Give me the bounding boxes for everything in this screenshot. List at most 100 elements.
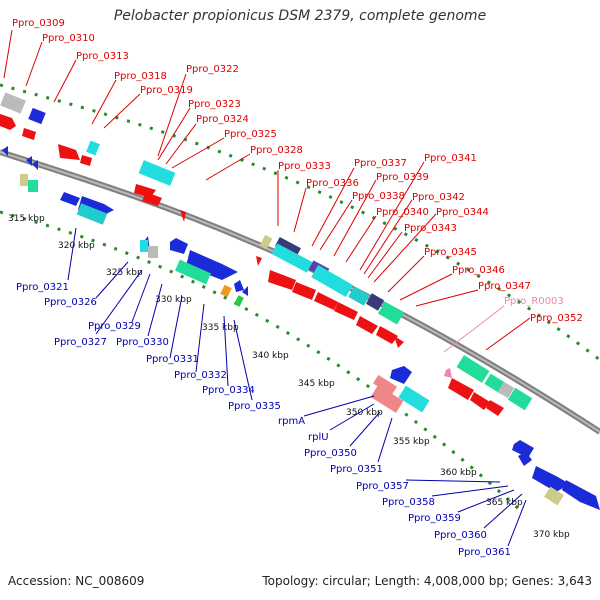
gene-label[interactable]: Ppro_0346 — [452, 265, 505, 276]
gene-feature — [390, 366, 412, 384]
gene-feature — [32, 160, 38, 170]
gene-label[interactable]: Ppro_0350 — [304, 448, 357, 459]
gene-label[interactable]: Ppro_0358 — [382, 497, 435, 508]
forward-gene-label-texts: Ppro_0309 Ppro_0310 Ppro_0313 Ppro_0318 … — [12, 18, 583, 324]
tick-label: 360 kbp — [440, 468, 477, 478]
outer-dotted-track — [0, 83, 600, 362]
gene-feature — [512, 440, 534, 458]
gene-label[interactable]: Ppro_0329 — [88, 321, 141, 332]
gene-feature — [148, 246, 158, 258]
reverse-gene-leaders — [67, 227, 527, 547]
gene-feature — [180, 210, 186, 222]
gene-feature — [507, 387, 533, 411]
gene-feature — [373, 374, 397, 396]
tick-label: 320 kbp — [58, 241, 95, 251]
gene-label[interactable]: Ppro_0339 — [376, 172, 429, 183]
gene-feature — [80, 155, 92, 166]
gene-label[interactable]: Ppro_0336 — [306, 178, 359, 189]
gene-feature — [334, 302, 358, 320]
gene-label[interactable]: Ppro_0357 — [356, 481, 409, 492]
gene-label[interactable]: Ppro_0313 — [76, 51, 129, 62]
gene-label[interactable]: Ppro_0332 — [174, 370, 227, 381]
gene-label[interactable]: Ppro_0359 — [408, 513, 461, 524]
kbp-ticks: 315 kbp 320 kbp 325 kbp 330 kbp 335 kbp … — [8, 214, 570, 540]
gene-label[interactable]: Ppro_0333 — [278, 161, 331, 172]
gene-feature — [394, 336, 404, 348]
gene-label[interactable]: Ppro_0337 — [354, 158, 407, 169]
gene-feature — [348, 286, 370, 306]
gene-label[interactable]: Ppro_0340 — [376, 207, 429, 218]
forward-gene-labels — [3, 29, 531, 351]
gene-label[interactable]: Ppro_0325 — [224, 129, 277, 140]
gene-label[interactable]: Ppro_0330 — [116, 337, 169, 348]
tick-label: 370 kbp — [533, 530, 570, 540]
gene-feature — [22, 128, 36, 140]
gene-feature — [60, 192, 80, 206]
gene-feature — [58, 144, 80, 160]
gene-label[interactable]: Ppro_0321 — [16, 282, 69, 293]
gene-label[interactable]: Ppro_0328 — [250, 145, 303, 156]
gene-label[interactable]: Ppro_0360 — [434, 530, 487, 541]
gene-feature — [271, 243, 313, 273]
gene-label[interactable]: Ppro_0334 — [202, 385, 255, 396]
tick-label: 330 kbp — [155, 295, 192, 305]
gene-feature — [456, 355, 490, 383]
gene-label[interactable]: Ppro_0322 — [186, 64, 239, 75]
map-title: Pelobacter propionicus DSM 2379, complet… — [113, 8, 487, 24]
gene-label[interactable]: Ppro_0327 — [54, 337, 107, 348]
gene-feature — [532, 466, 570, 492]
gene-feature — [175, 259, 211, 285]
gene-label[interactable]: Ppro_0331 — [146, 354, 199, 365]
gene-label[interactable]: Ppro_R0003 — [504, 296, 564, 307]
gene-feature — [256, 256, 262, 266]
gene-feature — [497, 381, 515, 399]
gene-feature — [234, 295, 244, 307]
accession-text: Accession: NC_008609 — [8, 574, 145, 588]
gene-label[interactable]: Ppro_0341 — [424, 153, 477, 164]
gene-label[interactable]: Ppro_0344 — [436, 207, 489, 218]
gene-feature — [28, 107, 46, 125]
gene-feature — [292, 282, 316, 300]
gene-label[interactable]: Ppro_0318 — [114, 71, 167, 82]
tick-label: 325 kbp — [106, 268, 143, 278]
gene-label[interactable]: rpmA — [278, 416, 305, 427]
tick-label: 350 kbp — [346, 408, 383, 418]
gene-feature — [138, 160, 176, 186]
gene-feature — [220, 284, 232, 298]
gene-label[interactable]: Ppro_0342 — [412, 192, 465, 203]
gene-feature — [311, 264, 353, 298]
gene-label[interactable]: Ppro_0309 — [12, 18, 65, 29]
gene-label[interactable]: Ppro_0345 — [424, 247, 477, 258]
gene-label[interactable]: Ppro_0323 — [188, 99, 241, 110]
gene-label[interactable]: Ppro_0347 — [478, 281, 531, 292]
tick-label: 335 kbp — [202, 323, 239, 333]
gene-feature — [86, 140, 100, 156]
gene-label[interactable]: Ppro_0351 — [330, 464, 383, 475]
gene-feature — [370, 385, 404, 413]
gene-label[interactable]: Ppro_0310 — [42, 33, 95, 44]
inner-dotted-track — [0, 210, 522, 512]
gene-feature — [0, 92, 26, 114]
gene-feature — [544, 486, 564, 506]
gene-feature — [170, 238, 188, 254]
gene-feature — [28, 180, 38, 192]
gene-label[interactable]: Ppro_0335 — [228, 401, 281, 412]
gene-label[interactable]: Ppro_0352 — [530, 313, 583, 324]
gene-label[interactable]: Ppro_0361 — [458, 547, 511, 558]
gene-feature — [470, 392, 490, 410]
gene-feature — [562, 480, 600, 510]
gene-label[interactable]: Ppro_0343 — [404, 223, 457, 234]
gene-feature — [356, 316, 378, 334]
reverse-gene-label-texts: Ppro_0321 Ppro_0326 Ppro_0327 Ppro_0329 … — [16, 282, 511, 558]
gene-label[interactable]: Ppro_0324 — [196, 114, 249, 125]
gene-feature — [518, 452, 532, 466]
gene-label[interactable]: Ppro_0338 — [352, 191, 405, 202]
gene-feature — [26, 156, 32, 166]
gene-label[interactable]: Ppro_0326 — [44, 297, 97, 308]
gene-label[interactable]: Ppro_0319 — [140, 85, 193, 96]
tick-label: 355 kbp — [393, 437, 430, 447]
gene-feature — [0, 114, 16, 130]
gene-label[interactable]: rplU — [308, 432, 329, 443]
forward-genes — [0, 92, 533, 416]
gene-feature — [268, 270, 296, 290]
